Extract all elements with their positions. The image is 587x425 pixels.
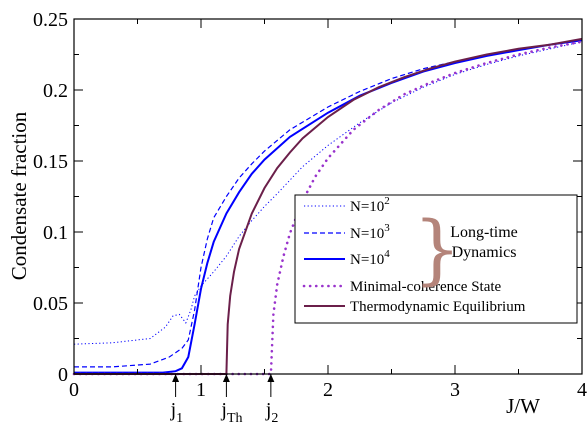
marker-arrowhead-1 — [172, 374, 180, 382]
brace-label-line2: Dynamics — [452, 244, 517, 261]
marker-label-1: j1 — [170, 399, 184, 425]
brace-label-line1: Long-time — [450, 224, 518, 241]
y-tick-label: 0.1 — [43, 222, 68, 244]
marker-arrowhead-2 — [267, 374, 275, 382]
x-tick-label: 2 — [323, 379, 333, 401]
legend-label-4: Minimal-coherence State — [350, 279, 502, 295]
series-layer — [72, 37, 584, 376]
legend-label-3: N=104 — [350, 248, 390, 268]
legend-label-1: N=102 — [350, 195, 390, 215]
x-tick-label: 3 — [450, 379, 460, 401]
x-tick-label: 4 — [577, 379, 587, 401]
series-line-3 — [74, 39, 583, 374]
legend-entries: N=102 N=103 N=104 Minimal-coherence State Th… — [302, 195, 526, 315]
x-tick-label: 0 — [69, 379, 79, 401]
series-line-2 — [74, 39, 583, 368]
marker-arrowhead-Th — [222, 374, 230, 382]
legend: N=102 N=103 N=104 Minimal-coherence State Th… — [294, 194, 578, 324]
x-tick-label: 1 — [196, 379, 206, 401]
marker-label-Th: jTh — [220, 399, 242, 425]
y-tick-label: 0.25 — [33, 9, 68, 31]
marker-label-2: j2 — [265, 399, 279, 425]
markers-layer: j1 jTh j2 — [170, 374, 279, 425]
y-axis-label: Condensate fraction — [7, 111, 31, 280]
y-tick-label: 0.05 — [33, 293, 68, 315]
legend-label-5: Thermodynamic Equilibrium — [350, 299, 526, 315]
series-line-4 — [72, 40, 584, 376]
legend-label-2: N=103 — [350, 222, 390, 242]
series-line-1 — [73, 41, 583, 345]
y-tick-label: 0.15 — [33, 151, 68, 173]
series-line-5 — [74, 37, 583, 375]
ticks-layer: 0 1 2 3 4 0 0.05 0.1 0.15 0.2 0.25 — [33, 9, 587, 401]
x-axis-label: J/W — [506, 394, 540, 418]
y-tick-label: 0 — [58, 364, 68, 386]
legend-brace: } — [413, 204, 461, 293]
y-tick-label: 0.2 — [43, 80, 68, 102]
